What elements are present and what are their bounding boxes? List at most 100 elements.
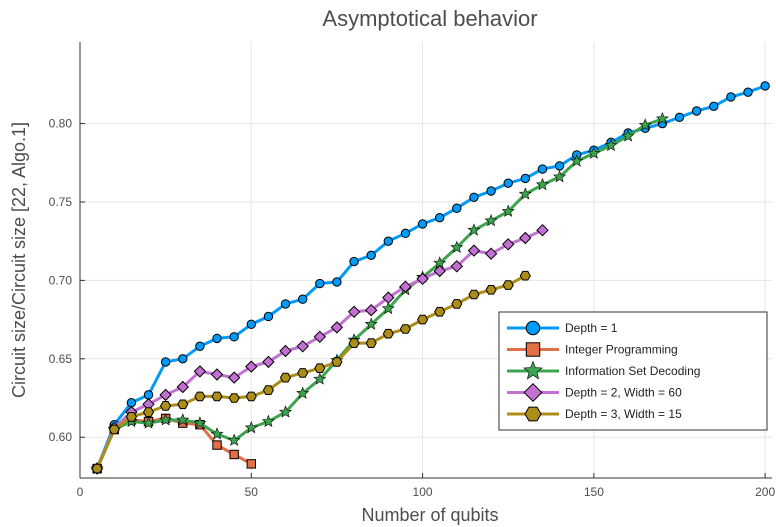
data-point [709, 101, 719, 112]
legend: Depth = 1 Integer Programming Information … [498, 311, 768, 431]
data-point [297, 368, 309, 378]
data-point [125, 412, 137, 422]
data-point [621, 129, 635, 142]
data-point [364, 303, 378, 317]
legend-item: Depth = 2, Width = 60 [507, 382, 682, 403]
data-point [519, 270, 531, 281]
data-point [674, 112, 685, 122]
data-point [536, 177, 549, 191]
data-point [381, 301, 395, 315]
data-point [484, 247, 498, 260]
x-tick-label: 200 [755, 485, 775, 499]
series-5 [91, 270, 531, 474]
data-point [108, 424, 120, 435]
data-point [451, 299, 463, 309]
data-point [210, 427, 224, 440]
data-point [519, 231, 532, 245]
data-point [160, 357, 171, 367]
data-point [399, 324, 411, 334]
data-point [160, 401, 172, 411]
y-tick-label: 0.65 [49, 352, 73, 366]
data-point [435, 212, 445, 223]
data-point [502, 280, 514, 290]
data-point [382, 291, 395, 304]
data-point [484, 213, 498, 227]
data-point [313, 330, 327, 344]
legend-item: Information Set Decoding [507, 360, 700, 380]
x-tick-label: 100 [413, 485, 433, 499]
x-tick-label: 50 [245, 485, 259, 499]
y-tick-label: 0.80 [49, 117, 73, 131]
data-point [229, 332, 239, 342]
data-point [263, 311, 274, 322]
data-point [452, 203, 462, 213]
data-point [159, 413, 173, 426]
legend-item: Integer Programming [507, 342, 678, 357]
legend-item: Depth = 3, Width = 15 [507, 406, 682, 422]
series-4 [90, 223, 549, 475]
data-point [518, 187, 532, 200]
chart-title: Asymptotical behavior [322, 6, 537, 31]
x-tick-label: 0 [77, 485, 84, 499]
data-point [587, 146, 601, 159]
data-point [142, 407, 155, 417]
data-point [400, 228, 411, 239]
data-point [280, 299, 291, 309]
data-point [193, 365, 207, 378]
data-point [726, 92, 736, 102]
data-point [297, 294, 308, 304]
data-point [416, 272, 429, 286]
data-point [399, 280, 412, 293]
data-point [279, 405, 293, 418]
data-point [176, 413, 190, 426]
data-point [228, 393, 240, 403]
data-point [536, 223, 549, 237]
data-point [467, 244, 481, 257]
data-point [417, 219, 428, 229]
data-point [554, 161, 565, 171]
y-axis-label: Circuit size/Circuit size [22, Algo.1] [9, 122, 29, 398]
data-point [520, 173, 531, 184]
data-point [315, 278, 325, 289]
data-point [244, 420, 258, 434]
data-point [468, 289, 480, 300]
tick-labels: 0 50 100 150 200 0.60 0.65 0.70 0.75 0.80 [49, 117, 776, 499]
legend-label: Depth = 2, Width = 60 [565, 386, 682, 400]
data-point [570, 154, 584, 167]
y-tick-label: 0.70 [49, 273, 73, 287]
data-point [604, 138, 618, 152]
data-point [279, 344, 292, 358]
data-point [332, 277, 342, 287]
data-point [434, 306, 446, 317]
data-point [229, 449, 239, 460]
data-point [348, 338, 360, 348]
data-point [177, 399, 189, 410]
legend-marker [524, 406, 542, 422]
data-point [314, 363, 326, 373]
data-point [227, 433, 241, 446]
data-point [486, 186, 496, 196]
data-point [450, 260, 464, 273]
data-point [212, 333, 222, 344]
data-point [126, 398, 137, 408]
data-point [176, 380, 190, 394]
data-point [262, 385, 274, 395]
legend-item: Depth = 1 [507, 320, 618, 336]
x-tick-label: 150 [584, 485, 604, 499]
data-point [347, 305, 361, 319]
data-point [349, 256, 359, 267]
data-point [382, 328, 394, 339]
legend-label: Depth = 3, Width = 15 [565, 407, 682, 421]
data-point [245, 391, 257, 402]
data-point [743, 87, 753, 97]
data-point [450, 240, 464, 253]
data-point [417, 314, 429, 325]
data-point [212, 440, 222, 450]
data-point [503, 178, 513, 188]
data-point [143, 390, 154, 400]
series-line [95, 84, 766, 470]
data-point [91, 463, 103, 474]
legend-marker [525, 342, 541, 357]
legend-marker [523, 360, 543, 380]
x-axis-label: Number of qubits [361, 505, 498, 525]
